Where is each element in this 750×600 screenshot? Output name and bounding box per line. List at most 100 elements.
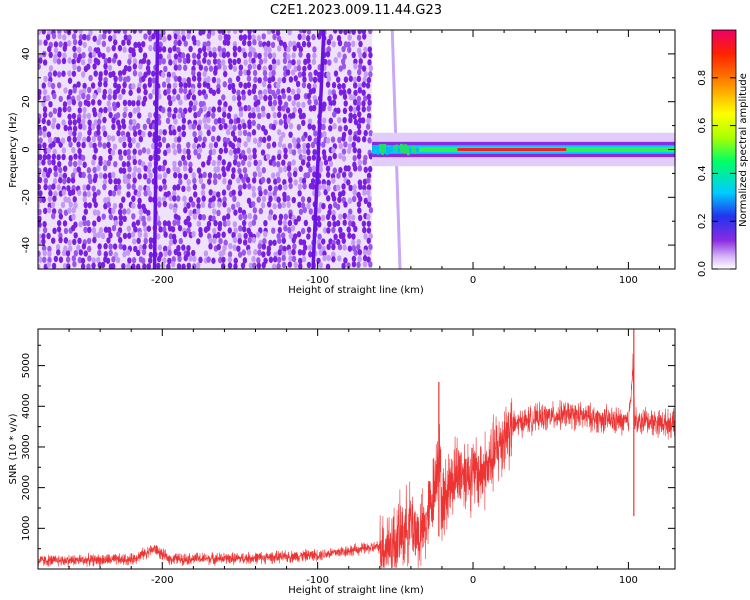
noise-dot	[106, 134, 112, 142]
noise-dot	[142, 243, 147, 251]
noise-dot	[43, 183, 48, 191]
noise-dot	[138, 30, 143, 34]
noise-dot	[38, 57, 43, 64]
noise-dot	[341, 183, 346, 190]
noise-dot	[166, 71, 172, 79]
noise-dot	[162, 35, 167, 43]
noise-dot	[186, 141, 191, 149]
noise-dot	[107, 57, 112, 64]
noise-dot	[337, 196, 342, 203]
noise-dot	[215, 166, 221, 173]
noise-dot	[97, 51, 102, 58]
noise-dot	[66, 177, 71, 184]
noise-dot	[237, 137, 242, 144]
noise-dot	[288, 255, 293, 262]
noise-dot	[197, 135, 202, 142]
noise-dot	[51, 183, 56, 190]
noise-dot	[227, 77, 233, 84]
noise-dot	[196, 124, 202, 131]
noise-dot	[218, 123, 223, 131]
noise-dot	[76, 166, 82, 173]
noise-dot	[161, 81, 167, 88]
noise-dot	[288, 176, 293, 184]
noise-dot	[287, 142, 293, 150]
signal-band-speckle	[390, 145, 394, 152]
noise-dot	[111, 70, 116, 78]
noise-dot	[337, 243, 343, 251]
noise-dot	[146, 177, 151, 185]
noise-dot	[225, 51, 231, 58]
noise-dot	[176, 263, 182, 269]
noise-dot	[78, 221, 83, 228]
noise-dot	[235, 201, 241, 208]
noise-dot	[297, 183, 303, 191]
noise-dot	[286, 201, 291, 208]
noise-dot	[366, 201, 372, 208]
noise-dot	[252, 207, 258, 214]
noise-dot	[196, 59, 202, 66]
noise-dot	[275, 171, 281, 179]
noise-dot	[368, 30, 373, 35]
noise-dot	[137, 129, 143, 136]
noise-dot	[142, 207, 148, 214]
noise-dot	[301, 40, 307, 48]
noise-dot	[277, 219, 283, 226]
noise-dot	[191, 123, 196, 130]
noise-dot	[256, 257, 261, 264]
noise-dot	[167, 34, 172, 41]
noise-dot	[326, 38, 332, 46]
noise-dot	[270, 75, 276, 82]
noise-dot	[268, 256, 274, 263]
noise-dot	[351, 255, 357, 262]
noise-dot	[276, 45, 282, 52]
noise-dot	[146, 69, 151, 76]
noise-dot	[262, 70, 268, 77]
noise-dot	[281, 254, 286, 262]
noise-dot	[321, 141, 326, 148]
noise-dot	[91, 51, 97, 58]
noise-dot	[162, 171, 168, 179]
noise-dot	[53, 255, 59, 263]
noise-dot	[256, 262, 262, 269]
noise-dot	[41, 244, 47, 252]
noise-dot	[38, 117, 41, 125]
noise-dot	[136, 112, 142, 119]
noise-dot	[177, 56, 182, 64]
noise-dot	[46, 261, 52, 268]
noise-dot	[237, 184, 243, 191]
noise-dot	[171, 113, 177, 120]
noise-dot	[353, 58, 358, 65]
noise-dot	[77, 148, 82, 155]
noise-dot	[191, 94, 197, 101]
noise-dot	[273, 93, 278, 100]
noise-dot	[168, 239, 174, 247]
noise-dot	[326, 227, 331, 234]
noise-dot	[97, 80, 103, 88]
noise-dot	[70, 177, 76, 184]
noise-dot	[238, 81, 243, 88]
noise-dot	[123, 149, 128, 156]
noise-dot	[96, 129, 101, 136]
noise-dot	[177, 39, 182, 47]
noise-dot	[166, 220, 171, 227]
noise-dot	[326, 179, 331, 187]
noise-dot	[290, 88, 296, 95]
noise-dot	[72, 136, 77, 143]
noise-dot	[225, 39, 231, 46]
noise-dot	[187, 221, 192, 228]
noise-dot	[305, 142, 311, 150]
noise-dot	[231, 189, 236, 196]
noise-dot	[321, 183, 327, 191]
noise-dot	[193, 99, 198, 107]
noise-dot	[210, 112, 216, 119]
noise-dot	[76, 244, 81, 251]
noise-dot	[346, 262, 351, 269]
noise-dot	[47, 81, 52, 88]
noise-dot	[51, 212, 56, 220]
noise-dot	[76, 134, 82, 142]
signal-band	[372, 132, 675, 167]
noise-dot	[332, 123, 337, 130]
noise-dot	[47, 245, 52, 253]
noise-dot	[38, 196, 43, 204]
noise-dot	[320, 238, 326, 245]
